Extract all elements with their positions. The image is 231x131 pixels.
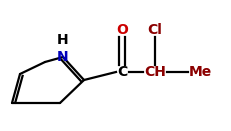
Text: O: O [116, 23, 128, 37]
Text: C: C [117, 65, 127, 79]
Text: CH: CH [144, 65, 166, 79]
Text: Cl: Cl [148, 23, 162, 37]
Text: H: H [57, 33, 69, 47]
Text: Me: Me [188, 65, 212, 79]
Text: N: N [57, 50, 69, 64]
